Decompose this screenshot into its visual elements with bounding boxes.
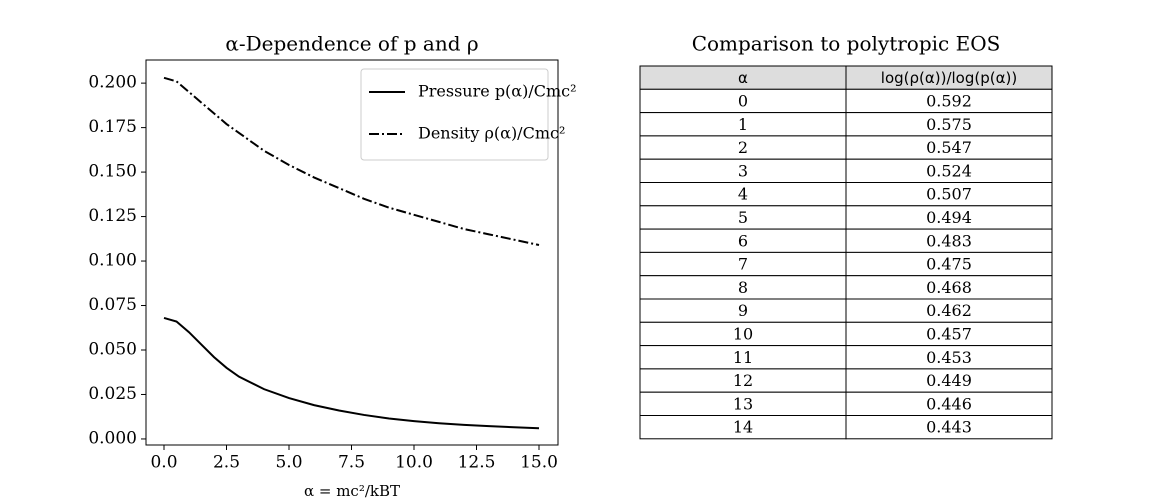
cell-text: 0.592 <box>926 91 972 110</box>
cell-text: 0.446 <box>926 394 972 413</box>
data-line <box>163 76 540 247</box>
y-tick-label: 0.125 <box>88 206 137 226</box>
y-tick-label: 0.100 <box>88 251 137 271</box>
x-tick-label: 0.0 <box>150 453 177 473</box>
x-tick-label: 2.5 <box>213 453 240 473</box>
legend-label: Pressure p(α)/Cmc² <box>418 82 577 101</box>
cell-text: 0.449 <box>926 371 972 390</box>
header-text: log(ρ(α))/log(p(α)) <box>881 69 1017 87</box>
x-tick-label: 10.0 <box>395 453 433 473</box>
cell-text: 4 <box>738 185 748 204</box>
cell-text: 0.524 <box>926 161 972 180</box>
x-tick-label: 7.5 <box>338 453 365 473</box>
cell-text: 10 <box>733 324 753 343</box>
cell-text: 5 <box>738 208 748 227</box>
legend-box <box>360 68 549 161</box>
cell-text: 3 <box>738 161 748 180</box>
y-tick-label: 0.075 <box>88 295 137 315</box>
cell-text: 0.547 <box>926 138 972 157</box>
y-tick-label: 0.025 <box>88 384 137 404</box>
y-tick-label: 0.050 <box>88 339 137 359</box>
table-title: Comparison to polytropic EOS <box>692 32 1001 56</box>
cell-text: 8 <box>738 278 748 297</box>
cell-text: 6 <box>738 231 748 250</box>
cell-text: 7 <box>738 255 748 274</box>
cell-text: 0.457 <box>926 324 972 343</box>
cell-text: 12 <box>733 371 753 390</box>
chart-title: α-Dependence of p and ρ <box>225 32 478 56</box>
legend-label: Density ρ(α)/Cmc² <box>418 124 565 143</box>
y-tick-label: 0.200 <box>88 73 137 93</box>
cell-text: 9 <box>738 301 748 320</box>
cell-text: 0.453 <box>926 348 972 367</box>
x-axis-label: α = mc²/kBT <box>304 482 400 500</box>
cell-text: 1 <box>738 115 748 134</box>
cell-text: 0.483 <box>926 231 972 250</box>
x-tick-label: 15.0 <box>520 453 558 473</box>
cell-text: 0.443 <box>926 418 972 437</box>
cell-text: 0.507 <box>926 185 972 204</box>
y-tick-label: 0.175 <box>88 117 137 137</box>
cell-text: 0.575 <box>926 115 972 134</box>
cell-text: 0.475 <box>926 255 972 274</box>
cell-text: 14 <box>733 418 753 437</box>
x-tick-label: 12.5 <box>458 453 496 473</box>
y-tick-label: 0.150 <box>88 162 137 182</box>
cell-text: 0.468 <box>926 278 972 297</box>
cell-text: 2 <box>738 138 748 157</box>
x-tick-label: 5.0 <box>275 453 302 473</box>
cell-text: 0 <box>738 91 748 110</box>
cell-text: 11 <box>733 348 753 367</box>
cell-text: 13 <box>733 394 753 413</box>
table-cell <box>845 415 1053 440</box>
cell-text: 0.462 <box>926 301 972 320</box>
y-tick-label: 0.000 <box>88 428 137 448</box>
cell-text: 0.494 <box>926 208 972 227</box>
data-line <box>163 317 540 430</box>
header-text: α <box>738 69 748 87</box>
